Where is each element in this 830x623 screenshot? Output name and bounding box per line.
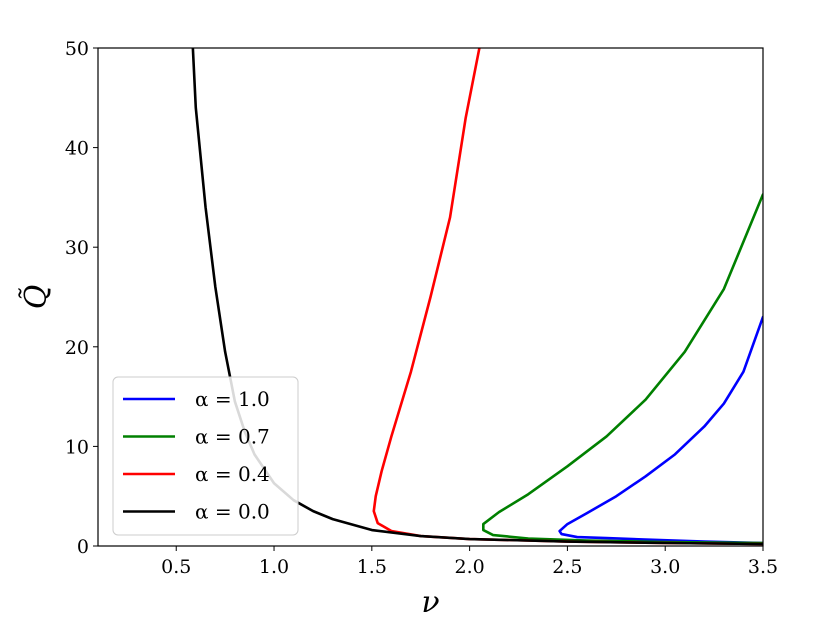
x-tick-label: 2.0 (455, 556, 485, 578)
x-axis-label: ν (421, 585, 439, 620)
legend-label: α = 0.0 (195, 500, 270, 524)
legend-label: α = 0.4 (195, 462, 270, 486)
x-tick-label: 1.0 (259, 556, 289, 578)
y-tick-label: 0 (77, 536, 89, 558)
legend-label: α = 0.7 (195, 425, 270, 449)
legend-label: α = 1.0 (195, 387, 270, 411)
x-tick-label: 1.5 (357, 556, 387, 578)
x-axis: 0.5 1.0 1.5 2.0 2.5 3.0 3.5 (161, 546, 778, 578)
y-tick-label: 50 (65, 38, 89, 60)
legend-box (112, 376, 299, 536)
y-tick-label: 40 (65, 138, 89, 160)
series-line-1 (482, 193, 763, 545)
x-tick-label: 2.5 (552, 556, 582, 578)
plot-frame (97, 47, 764, 547)
legend: α = 1.0 α = 0.7 α = 0.4 α = 0.0 (112, 376, 299, 536)
x-tick-label: 0.5 (161, 556, 191, 578)
series-line-0 (558, 315, 763, 545)
x-tick-label: 3.5 (748, 556, 778, 578)
y-axis-label: Q̃ (19, 285, 54, 310)
y-axis: 0 10 20 30 40 50 (65, 38, 98, 558)
series-line-2 (372, 48, 763, 546)
y-tick-label: 10 (65, 436, 89, 458)
x-tick-label: 3.0 (650, 556, 680, 578)
y-tick-label: 30 (65, 237, 89, 259)
y-tick-label: 20 (65, 337, 89, 359)
